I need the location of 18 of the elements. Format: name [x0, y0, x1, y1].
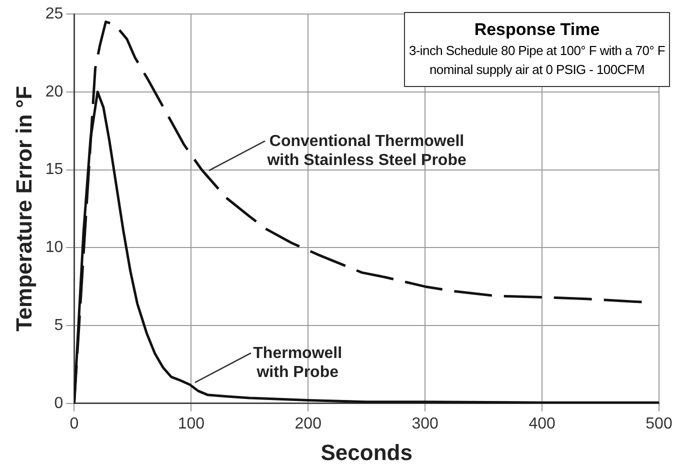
- x-tick-label: 400: [528, 415, 556, 432]
- text: 3-inch Schedule 80 Pipe at 100° F with a 70° F nominal supply air at 0 PSIG - 100CFM: [408, 42, 666, 79]
- y-tick-label: 20: [45, 83, 64, 100]
- annotation: Thermowell with Probe: [253, 344, 342, 382]
- x-axis-title: Seconds: [320, 440, 412, 465]
- y-tick-label: 5: [54, 316, 64, 334]
- y-tick-label: 10: [45, 239, 64, 256]
- x-tick-label: 100: [178, 415, 205, 432]
- x-tick-label: 300: [412, 415, 439, 432]
- x-tick-label: 200: [294, 415, 322, 432]
- y-axis-title: Temperature Error in °F: [11, 86, 36, 332]
- x-tick-label: 500: [646, 415, 672, 432]
- y-tick-label: 25: [45, 5, 64, 22]
- y-tick-label: 15: [45, 161, 64, 178]
- chart-title: Response Time: [473, 19, 601, 41]
- y-tick-label: 0: [54, 394, 64, 412]
- x-tick-label: 0: [70, 415, 79, 432]
- annotation: Conventional Thermowell with Stainless Steel Probe: [267, 132, 466, 170]
